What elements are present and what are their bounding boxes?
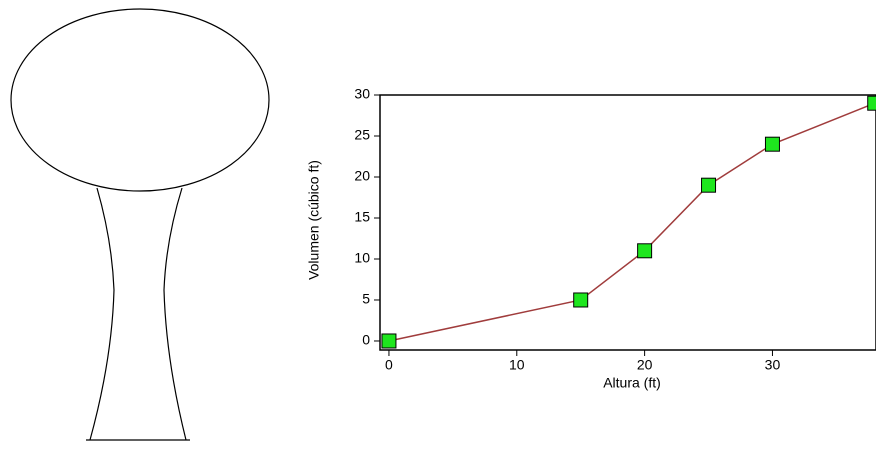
tank-drawing xyxy=(10,8,270,441)
y-axis-label: Volumen (cúbico ft) xyxy=(306,160,322,280)
data-point xyxy=(381,333,397,349)
y-tick-label: 25 xyxy=(354,127,370,143)
x-axis-label: Altura (ft) xyxy=(603,375,661,391)
y-tick-label: 0 xyxy=(362,332,370,348)
y-tick-label: 20 xyxy=(354,168,370,184)
x-tick-label: 20 xyxy=(637,357,653,373)
series-line xyxy=(388,102,876,342)
data-point xyxy=(867,95,876,111)
y-tick-label: 5 xyxy=(362,291,370,307)
y-tick-label: 30 xyxy=(354,86,370,102)
x-tick-label: 0 xyxy=(385,357,393,373)
data-point xyxy=(764,136,780,152)
y-tick-label: 15 xyxy=(354,209,370,225)
data-point xyxy=(573,292,589,308)
x-tick-label: 10 xyxy=(509,357,525,373)
data-point xyxy=(701,177,717,193)
plot-frame xyxy=(379,94,876,351)
data-point xyxy=(637,243,653,259)
y-tick-label: 10 xyxy=(354,250,370,266)
x-tick-label: 30 xyxy=(765,357,781,373)
